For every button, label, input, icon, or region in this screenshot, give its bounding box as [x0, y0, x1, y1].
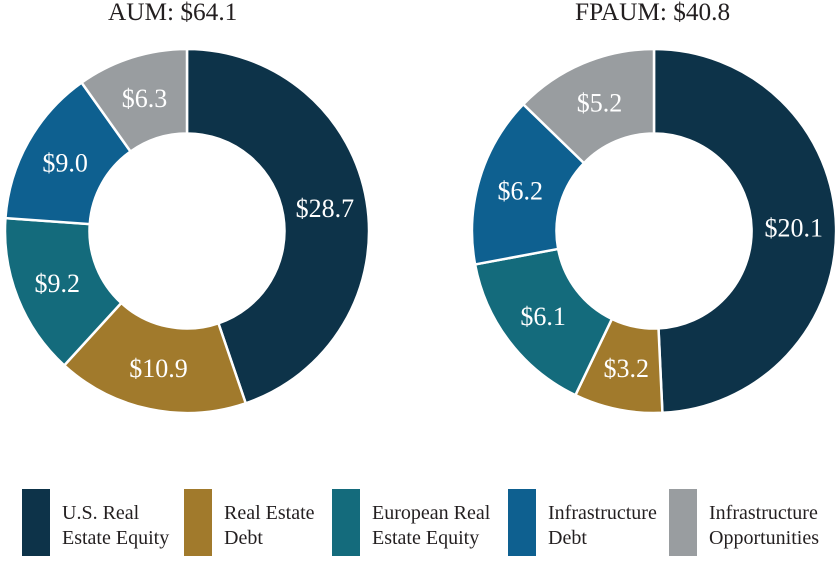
- svg-text:$28.7: $28.7: [296, 194, 355, 223]
- svg-text:$10.9: $10.9: [129, 354, 188, 383]
- svg-text:$5.2: $5.2: [577, 88, 623, 117]
- svg-text:$9.2: $9.2: [34, 269, 80, 298]
- svg-text:$20.1: $20.1: [764, 214, 823, 243]
- svg-text:$9.0: $9.0: [42, 148, 88, 177]
- svg-text:$6.2: $6.2: [497, 177, 543, 206]
- svg-text:$6.3: $6.3: [122, 84, 168, 113]
- svg-text:$6.1: $6.1: [520, 302, 566, 331]
- svg-text:$3.2: $3.2: [603, 354, 649, 383]
